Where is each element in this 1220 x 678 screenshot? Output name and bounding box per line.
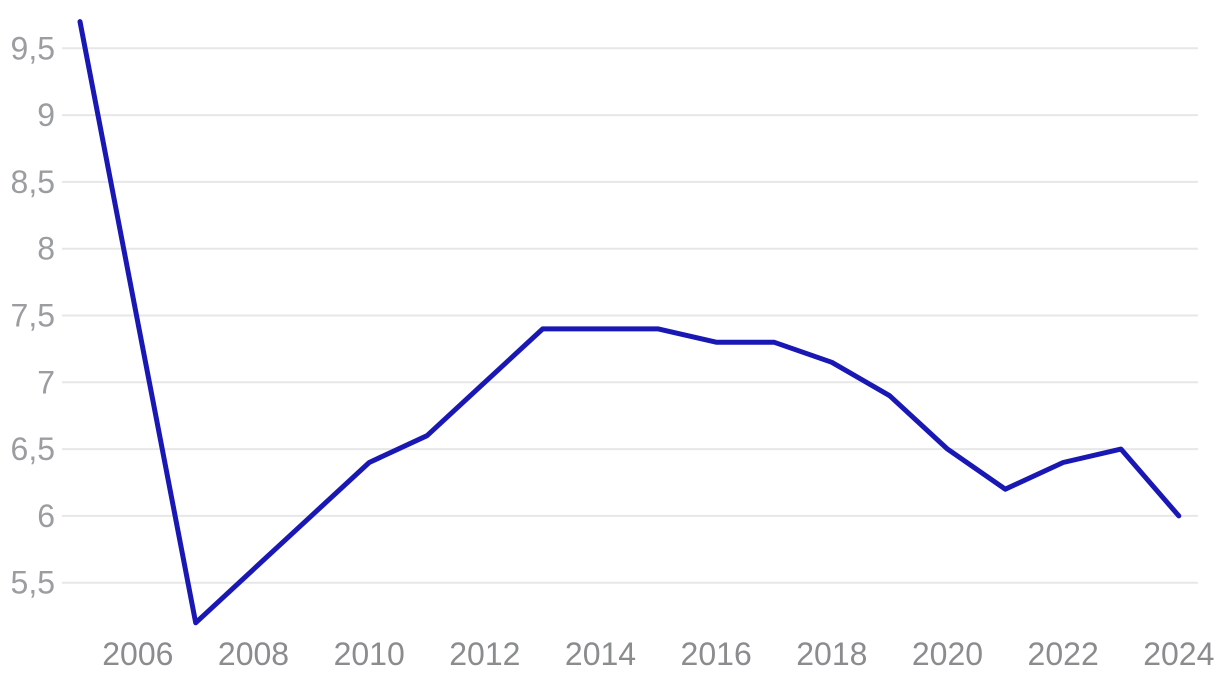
y-axis-tick-label: 8,5 (11, 164, 55, 200)
x-axis-tick-label: 2020 (912, 636, 983, 672)
y-axis-tick-label: 6,5 (11, 431, 55, 467)
x-axis-tick-label: 2014 (565, 636, 636, 672)
y-axis-tick-label: 7,5 (11, 298, 55, 334)
x-axis-tick-label: 2016 (681, 636, 752, 672)
x-axis-tick-label: 2010 (334, 636, 405, 672)
x-axis-tick-label: 2012 (449, 636, 520, 672)
x-axis-tick-label: 2024 (1143, 636, 1214, 672)
y-axis-tick-label: 5,5 (11, 565, 55, 601)
y-axis-tick-label: 7 (37, 364, 55, 400)
x-axis-tick-label: 2008 (218, 636, 289, 672)
y-axis-tick-label: 9 (37, 97, 55, 133)
x-axis-tick-label: 2022 (1028, 636, 1099, 672)
y-axis-tick-label: 9,5 (11, 30, 55, 66)
x-axis-tick-label: 2006 (102, 636, 173, 672)
y-axis-tick-label: 8 (37, 231, 55, 267)
data-line (77, 19, 1182, 626)
x-axis-tick-label: 2018 (796, 636, 867, 672)
y-axis-tick-label: 6 (37, 498, 55, 534)
